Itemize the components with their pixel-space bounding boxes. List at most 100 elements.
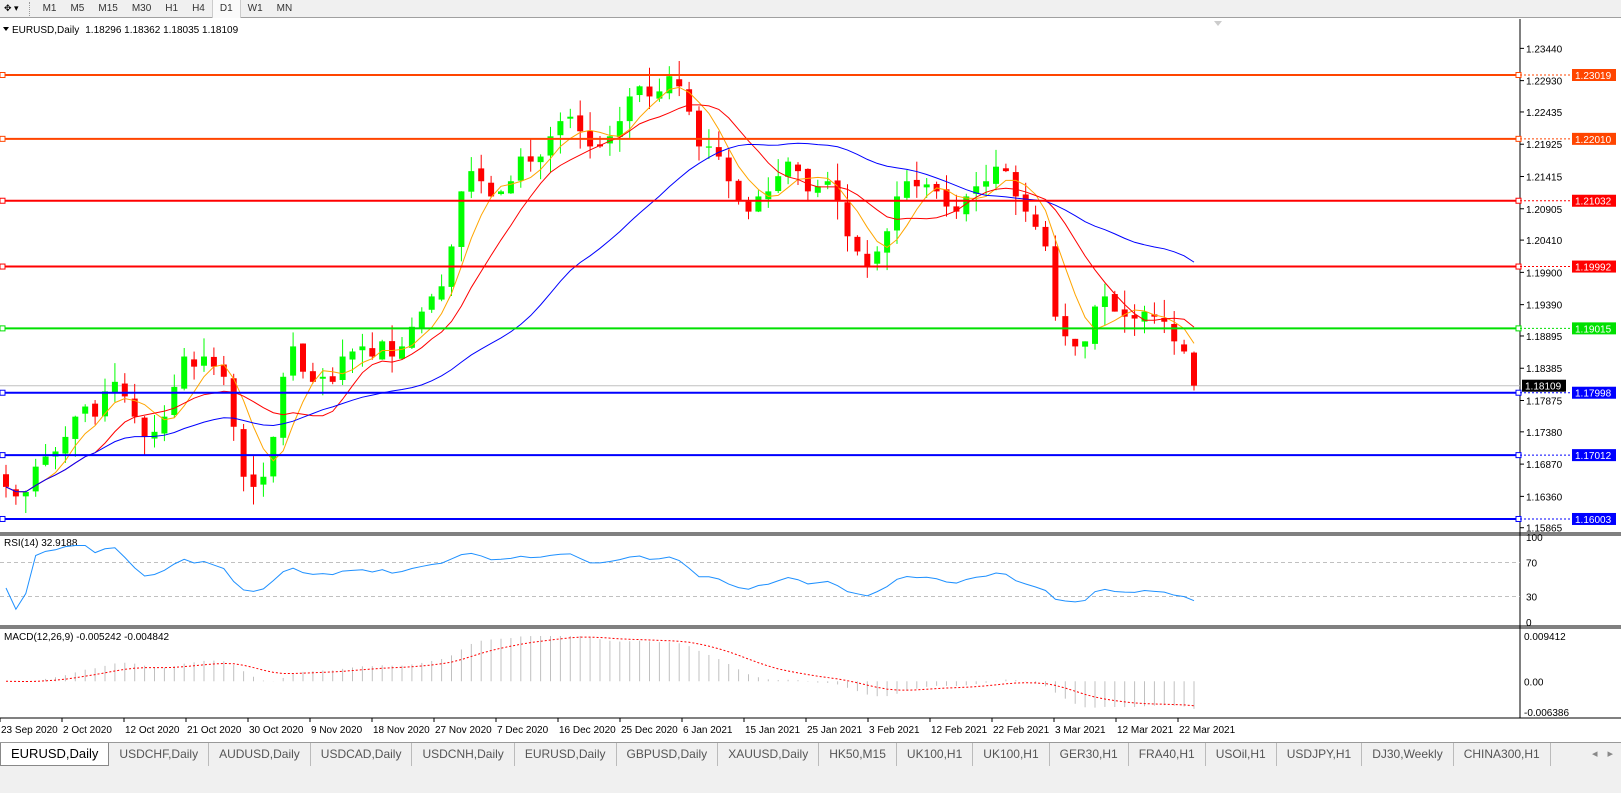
- chart-tab[interactable]: AUDUSD,Daily: [209, 743, 311, 766]
- candle: [329, 367, 336, 385]
- chart-tab[interactable]: UK100,H1: [897, 743, 974, 766]
- candle-body: [250, 474, 257, 487]
- cursor-dropdown-icon[interactable]: ✥ ▾: [4, 3, 19, 13]
- candle-body: [1171, 323, 1178, 342]
- candle: [260, 462, 267, 497]
- candle-body: [389, 341, 396, 357]
- level-price-label: 1.19992: [1575, 263, 1612, 274]
- candle: [686, 81, 693, 116]
- timeframe-h4[interactable]: H4: [192, 2, 205, 14]
- price-tick-label: 1.23440: [1526, 44, 1563, 55]
- level-handle[interactable]: [0, 72, 6, 78]
- chart-tab[interactable]: GER30,H1: [1050, 743, 1129, 766]
- candle: [1072, 338, 1079, 356]
- timeframe-m15[interactable]: M15: [98, 2, 118, 14]
- chart-tab[interactable]: USDJPY,H1: [1277, 743, 1363, 766]
- candle-body: [636, 86, 643, 96]
- candle: [270, 436, 277, 483]
- timeframe-m1[interactable]: M1: [42, 2, 57, 14]
- candle: [408, 317, 415, 350]
- price-tick-label: 1.19900: [1526, 268, 1563, 279]
- chart-tab[interactable]: DJ30,Weekly: [1362, 743, 1454, 766]
- level-handle[interactable]: [0, 135, 6, 142]
- candle-body: [1121, 309, 1128, 317]
- candle-body: [1082, 341, 1089, 347]
- candle: [577, 100, 584, 149]
- candle-body: [141, 417, 148, 437]
- candle-body: [864, 253, 871, 267]
- level-handle[interactable]: [0, 515, 6, 522]
- price-tick-label: 1.20410: [1526, 236, 1563, 247]
- candle-body: [1131, 315, 1138, 319]
- candle: [775, 159, 782, 194]
- level-handle[interactable]: [0, 389, 6, 396]
- candle: [785, 157, 792, 185]
- candle: [290, 332, 297, 381]
- candle-body: [725, 157, 732, 182]
- candle: [636, 85, 643, 103]
- chart-tab[interactable]: FRA40,H1: [1129, 743, 1206, 766]
- candle-body: [111, 381, 118, 394]
- level-handle[interactable]: [0, 325, 6, 332]
- timeframe-m30[interactable]: M30: [131, 2, 152, 14]
- candle: [280, 372, 287, 446]
- candle-body: [527, 156, 534, 162]
- candle-body: [181, 356, 188, 389]
- level-price-label: 1.16003: [1575, 515, 1612, 526]
- level-price-tag: [1572, 69, 1616, 81]
- chart-tab[interactable]: EURUSD,Daily: [515, 743, 617, 766]
- candle-body: [220, 364, 227, 377]
- chart-tab[interactable]: CHINA300,H1: [1454, 743, 1551, 766]
- level-price-label: 1.23019: [1575, 71, 1612, 82]
- timeframe-h1[interactable]: H1: [165, 2, 179, 14]
- timeframe-w1[interactable]: W1: [247, 2, 263, 14]
- chart-window[interactable]: EURUSD,Daily 1.18296 1.18362 1.18035 1.18…: [0, 19, 1621, 737]
- candle: [725, 149, 732, 199]
- tab-scroll: ◂ ▸: [1584, 743, 1621, 766]
- candle-body: [1191, 352, 1197, 386]
- chart-tab[interactable]: HK50,M15: [819, 743, 897, 766]
- tab-scroll-left-icon[interactable]: ◂: [1591, 748, 1598, 760]
- timeframe-mn[interactable]: MN: [276, 2, 293, 14]
- level-handle[interactable]: [0, 263, 6, 270]
- chart-tab[interactable]: GBPUSD,Daily: [617, 743, 719, 766]
- candle: [3, 464, 9, 498]
- candle-body: [547, 136, 554, 156]
- candle: [141, 416, 148, 455]
- rsi-tick-label: 70: [1526, 559, 1538, 570]
- chart-tab[interactable]: USDCNH,Daily: [412, 743, 515, 766]
- price-tick-label: 1.19390: [1526, 301, 1563, 312]
- candle-body: [92, 403, 99, 417]
- level-price-tag: [1572, 194, 1616, 207]
- chart-tab[interactable]: USDCAD,Daily: [311, 743, 413, 766]
- level-price-label: 1.22010: [1575, 135, 1612, 146]
- timeframe-d1[interactable]: D1: [211, 0, 241, 18]
- candle-body: [686, 89, 693, 112]
- candle-body: [666, 76, 673, 94]
- chart-tab[interactable]: UK100,H1: [973, 743, 1050, 766]
- candle-body: [359, 346, 366, 351]
- candle-body: [428, 296, 435, 310]
- level-handle[interactable]: [0, 452, 6, 459]
- candle-body: [62, 436, 69, 454]
- candle: [894, 181, 900, 244]
- tab-scroll-right-icon[interactable]: ▸: [1607, 748, 1613, 760]
- candle-body: [656, 91, 663, 99]
- date-label: 30 Oct 2020: [249, 725, 304, 736]
- timeframe-m5[interactable]: M5: [70, 2, 85, 14]
- chart-tab[interactable]: USOil,H1: [1206, 743, 1277, 766]
- date-label: 12 Feb 2021: [931, 725, 988, 736]
- level-handle[interactable]: [0, 197, 6, 204]
- chart-tab[interactable]: USDCHF,Daily: [109, 743, 210, 766]
- candle-body: [12, 489, 19, 497]
- level-price-tag: [1572, 322, 1616, 335]
- candle: [1042, 221, 1049, 252]
- candle-body: [270, 436, 277, 477]
- toolbar-grip[interactable]: [28, 1, 30, 16]
- candle-body: [309, 371, 316, 382]
- candle: [151, 415, 158, 448]
- candle-body: [795, 164, 801, 172]
- chart-tab[interactable]: EURUSD,Daily: [0, 743, 110, 766]
- ma-slow-line: [5, 142, 1195, 493]
- chart-tab[interactable]: XAUUSD,Daily: [718, 743, 820, 766]
